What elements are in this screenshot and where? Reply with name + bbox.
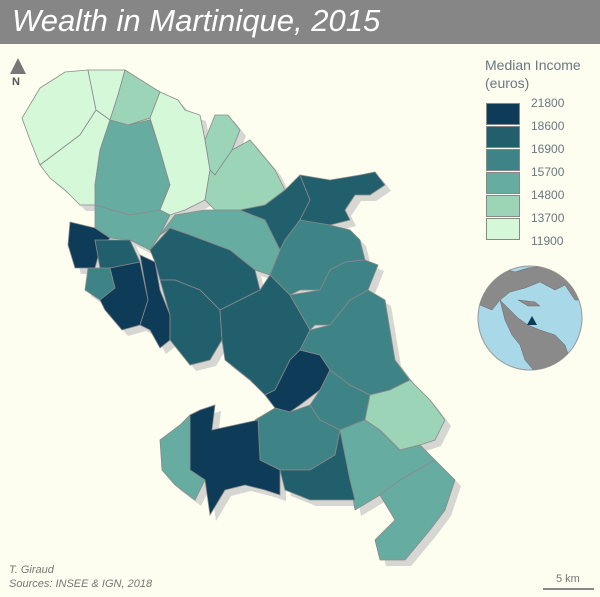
globe-land [478, 266, 582, 311]
legend-break-label: 11900 [531, 234, 564, 248]
legend-break-label: 21800 [531, 96, 565, 110]
author: T. Giraud [9, 564, 54, 576]
title-bar: Wealth in Martinique, 2015 [0, 0, 600, 44]
north-label: N [12, 76, 20, 88]
scale-bar [543, 588, 594, 590]
legend-break-label: 15700 [531, 165, 565, 179]
commune[interactable] [279, 429, 356, 501]
commune[interactable] [374, 459, 456, 561]
legend-swatch [486, 218, 520, 240]
legend-swatch [486, 149, 520, 171]
legend-break-label: 14800 [531, 188, 565, 202]
commune[interactable] [139, 254, 171, 349]
legend-swatch [486, 126, 520, 148]
sources: Sources: INSEE & IGN, 2018 [9, 578, 153, 590]
communes [21, 69, 456, 561]
legend-break-label: 16900 [531, 142, 565, 156]
north-arrow-icon [10, 58, 26, 74]
commune[interactable] [67, 221, 111, 269]
legend-swatch [486, 172, 520, 194]
legend-break-label: 18600 [531, 119, 565, 133]
inset-globe [477, 265, 583, 371]
commune[interactable] [149, 91, 211, 216]
legend-break-label: 13700 [531, 211, 565, 225]
credits: T. Giraud Sources: INSEE & IGN, 2018 [9, 563, 152, 591]
globe-land [517, 299, 541, 307]
legend-title-line1: Median Income [485, 57, 581, 73]
scale-label: 5 km [556, 573, 580, 585]
legend-swatch [486, 103, 520, 125]
martinique-marker-icon [527, 316, 537, 325]
commune[interactable] [189, 404, 281, 517]
legend-title: Median Income (euros) [485, 56, 581, 92]
legend-swatch [486, 195, 520, 217]
commune[interactable] [99, 261, 149, 331]
map-title: Wealth in Martinique, 2015 [12, 3, 381, 38]
commune[interactable] [159, 279, 223, 366]
commune[interactable] [159, 414, 206, 501]
legend-title-line2: (euros) [485, 75, 530, 91]
commune[interactable] [289, 259, 379, 331]
